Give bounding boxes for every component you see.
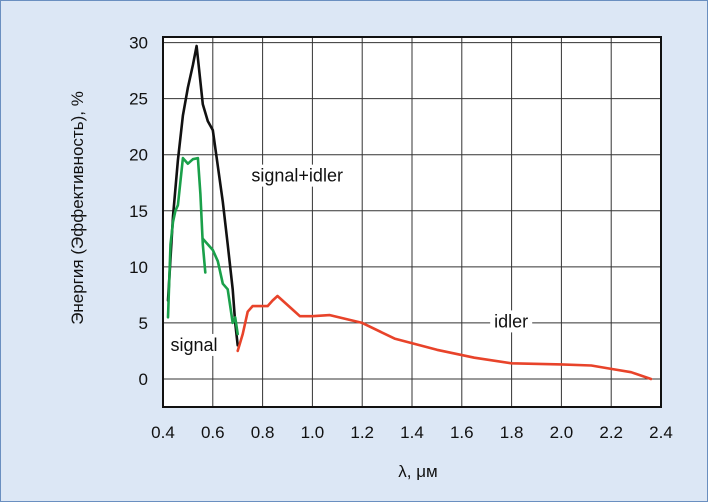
y-tick-label: 30 — [129, 34, 148, 53]
y-tick-label: 0 — [139, 370, 148, 389]
x-tick-label: 0.8 — [251, 423, 275, 442]
y-tick-label: 5 — [139, 314, 148, 333]
y-tick-label: 10 — [129, 258, 148, 277]
series-signal-line — [201, 237, 239, 336]
x-axis-label: λ, μм — [398, 462, 437, 481]
x-tick-label: 1.8 — [500, 423, 524, 442]
x-tick-label: 1.6 — [450, 423, 474, 442]
annotation-signal: signal — [170, 335, 217, 355]
x-tick-label: 1.0 — [301, 423, 325, 442]
x-tick-label: 2.4 — [649, 423, 673, 442]
series-idler-line — [236, 294, 653, 381]
x-tick-label: 2.0 — [550, 423, 574, 442]
y-tick-label: 25 — [129, 90, 148, 109]
series-signal-line — [166, 156, 207, 319]
annotation-idler: idler — [494, 311, 528, 331]
x-tick-label: 1.2 — [350, 423, 374, 442]
annotation-background — [490, 310, 533, 333]
x-tick-label: 0.4 — [151, 423, 175, 442]
annotation-signal-idler: signal+idler — [251, 166, 343, 186]
annotation-background — [166, 333, 222, 356]
y-axis-label: Энергия (Эффективность), % — [68, 91, 87, 325]
x-tick-label: 1.4 — [400, 423, 424, 442]
y-tick-label: 20 — [129, 146, 148, 165]
annotation-background — [247, 164, 347, 187]
x-tick-label: 0.6 — [201, 423, 225, 442]
plot-border — [162, 36, 662, 408]
x-tick-label: 2.2 — [599, 423, 623, 442]
series-signal-idler-line — [166, 44, 239, 347]
y-tick-label: 15 — [129, 202, 148, 221]
